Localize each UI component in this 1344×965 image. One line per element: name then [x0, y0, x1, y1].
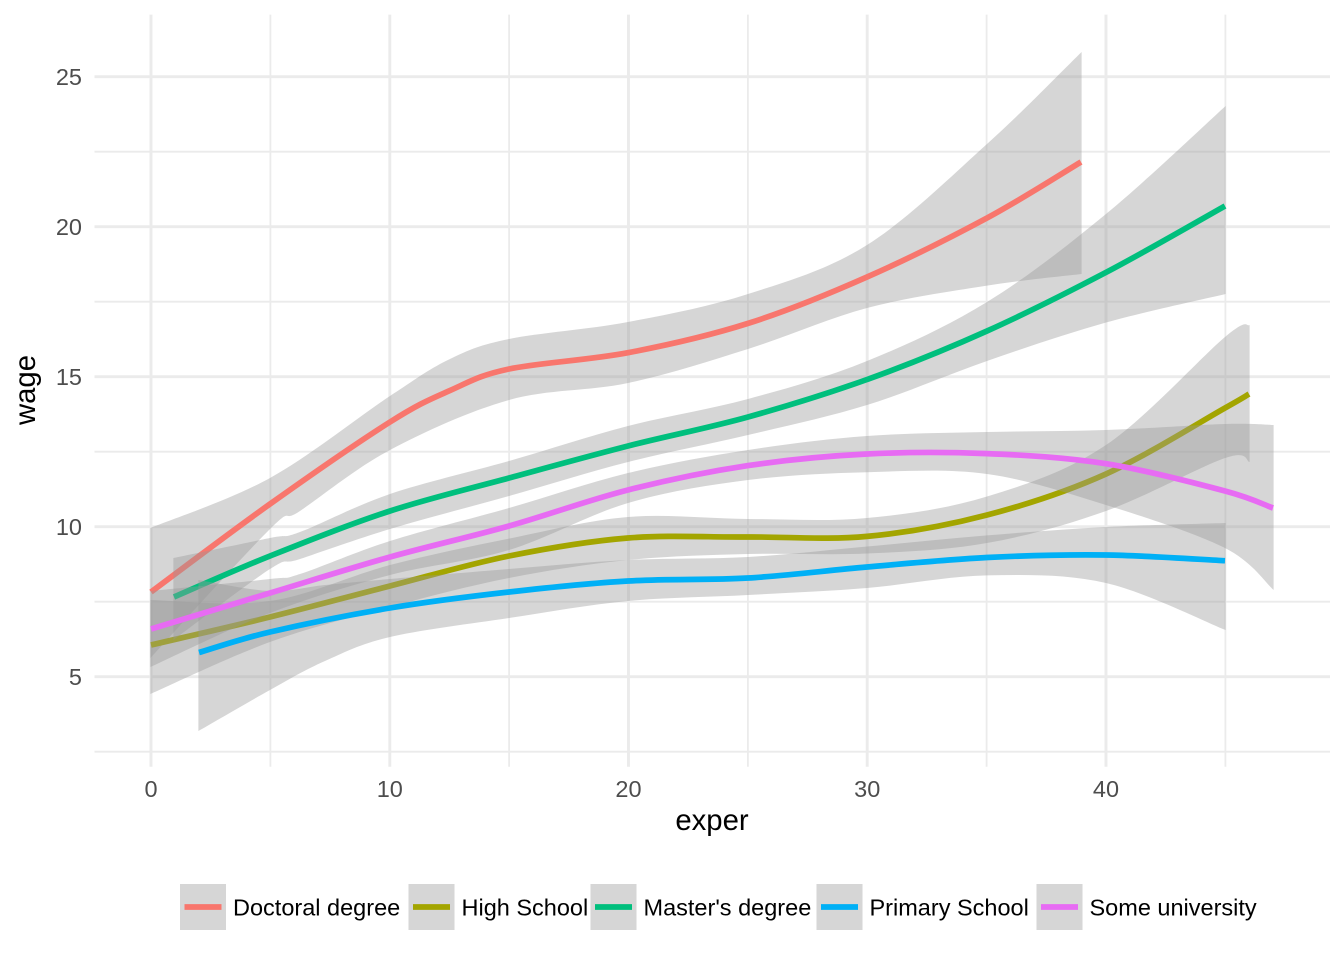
svg-text:30: 30 [854, 776, 880, 802]
svg-text:exper: exper [675, 804, 749, 837]
svg-text:20: 20 [56, 214, 82, 240]
svg-text:5: 5 [69, 664, 82, 690]
svg-text:0: 0 [144, 776, 157, 802]
svg-text:Primary School: Primary School [870, 894, 1029, 920]
svg-text:25: 25 [56, 64, 82, 90]
svg-text:Doctoral degree: Doctoral degree [233, 894, 400, 920]
svg-text:Some university: Some university [1090, 894, 1257, 920]
svg-text:15: 15 [56, 364, 82, 390]
svg-text:Master's degree: Master's degree [644, 894, 812, 920]
svg-text:10: 10 [56, 514, 82, 540]
svg-text:High School: High School [462, 894, 589, 920]
svg-text:10: 10 [377, 776, 403, 802]
svg-text:20: 20 [615, 776, 641, 802]
svg-text:wage: wage [9, 355, 42, 426]
svg-text:40: 40 [1093, 776, 1119, 802]
